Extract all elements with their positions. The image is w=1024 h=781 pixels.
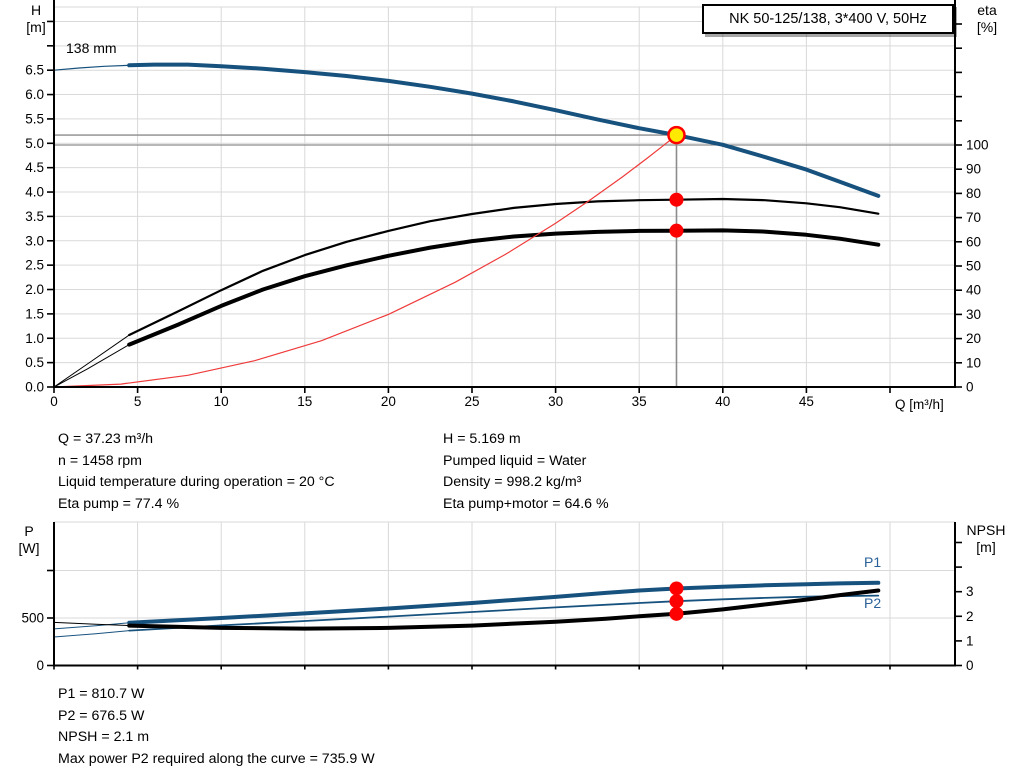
y-left-tick-label: 0.5 xyxy=(25,355,44,370)
x-tick-label: 20 xyxy=(381,394,396,409)
y-right-tick-label: 10 xyxy=(966,355,981,370)
y-right-tick-label: 90 xyxy=(966,162,981,177)
info-temp: Liquid temperature during operation = 20… xyxy=(58,474,335,491)
info-p1: P1 = 810.7 W xyxy=(58,686,145,702)
x-tick-label: 35 xyxy=(632,394,647,409)
p2-duty-dot xyxy=(669,594,684,609)
y-left-tick-label: 5.0 xyxy=(25,136,44,151)
x-tick-label: 5 xyxy=(134,394,142,409)
y-left-tick-label: 6.0 xyxy=(25,87,44,102)
y-right-tick-label: 0 xyxy=(966,658,974,673)
pump-performance-markers xyxy=(667,125,686,238)
npsh-axis-title: NPSH [m] xyxy=(966,522,1006,555)
power-info-block: P1 = 810.7 W P2 = 676.5 W NPSH = 2.1 m M… xyxy=(58,686,375,773)
y-right-tick-label: 30 xyxy=(966,307,981,322)
y-left-tick-label: 2.5 xyxy=(25,258,44,273)
curve-title-box: NK 50-125/138, 3*400 V, 50Hz xyxy=(702,4,954,34)
info-n: n = 1458 rpm xyxy=(58,452,142,469)
y-right-tick-label: 20 xyxy=(966,331,981,346)
eta-pump-motor-dot xyxy=(669,223,684,238)
power-npsh-axes: 0 500 0 1 2 3 xyxy=(21,522,974,673)
y-left-tick-label: 6.5 xyxy=(25,63,44,78)
p2-series-label: P2 xyxy=(864,595,882,611)
pump-performance-axes: 0.0 0.5 1.0 1.5 2.0 2.5 3.0 3.5 4.0 4.5 5.0 5.5 6.0 6… xyxy=(25,0,989,409)
y-left-tick-label: 3.0 xyxy=(25,233,44,248)
y-left-tick-label: 4.5 xyxy=(25,160,44,175)
pump-performance-guides xyxy=(54,134,956,387)
x-tick-label: 30 xyxy=(548,394,563,409)
info-npsh: NPSH = 2.1 m xyxy=(58,729,150,746)
y-left-tick-label: 3.5 xyxy=(25,209,44,224)
y-right-tick-label: 80 xyxy=(966,186,981,201)
info-liquid: Pumped liquid = Water xyxy=(443,452,587,469)
p-axis-title: P [W] xyxy=(18,523,40,556)
system-curve xyxy=(53,134,678,388)
y-right-tick-label: 50 xyxy=(966,259,981,274)
impeller-diameter-label: 138 mm xyxy=(66,40,117,56)
y-left-tick-label: 4.0 xyxy=(25,185,44,200)
y-left-tick-label: 0.0 xyxy=(25,380,44,395)
y-right-tick-label: 60 xyxy=(966,234,981,249)
y-left-tick-label: 0 xyxy=(36,658,44,673)
y-right-tick-label: 70 xyxy=(966,210,981,225)
y-left-tick-label: 1.0 xyxy=(25,331,44,346)
info-q: Q = 37.23 m³/h xyxy=(58,431,154,447)
eta-pump-lead xyxy=(53,334,130,388)
info-h: H = 5.169 m xyxy=(443,431,521,447)
x-tick-label: 45 xyxy=(799,394,814,409)
pump-curve-lead xyxy=(53,64,130,71)
y-right-tick-label: 1 xyxy=(966,633,974,648)
operating-info-left: Q = 37.23 m³/h n = 1458 rpm Liquid tempe… xyxy=(58,431,335,518)
y-right-tick-label: 40 xyxy=(966,283,981,298)
eta-pump-motor-curve xyxy=(127,228,881,347)
y-right-tick-label: 2 xyxy=(966,609,974,624)
p1-duty-dot xyxy=(669,581,684,596)
eta-pump-curve xyxy=(128,197,880,337)
p2-curve-lead xyxy=(53,630,130,638)
performance-chart[interactable]: 0.0 0.5 1.0 1.5 2.0 2.5 3.0 3.5 4.0 4.5 5.0 5.5 6.0 6… xyxy=(0,0,1024,420)
info-density: Density = 998.2 kg/m³ xyxy=(443,474,582,491)
y-left-tick-label: 2.0 xyxy=(25,282,44,297)
power-npsh-markers xyxy=(669,581,684,621)
x-tick-label: 15 xyxy=(297,394,312,409)
x-tick-label: 10 xyxy=(214,394,229,409)
duty-point-marker[interactable] xyxy=(667,125,686,145)
pump-curve xyxy=(127,62,881,198)
p1-series-label: P1 xyxy=(864,554,882,570)
eta-pump-motor-lead xyxy=(53,344,130,388)
info-eta-pump: Eta pump = 77.4 % xyxy=(58,496,180,513)
info-p2: P2 = 676.5 W xyxy=(58,707,145,724)
operating-info-right: H = 5.169 m Pumped liquid = Water Densit… xyxy=(443,431,609,518)
info-max-p2: Max power P2 required along the curve = … xyxy=(58,751,375,768)
h-axis-title: H [m] xyxy=(26,2,46,35)
y-right-tick-label: 3 xyxy=(966,584,974,599)
y-left-tick-label: 1.5 xyxy=(25,306,44,321)
x-tick-label: 25 xyxy=(464,394,479,409)
x-tick-label: 0 xyxy=(50,394,58,409)
y-left-tick-label: 5.5 xyxy=(25,111,44,126)
y-left-tick-label: 500 xyxy=(21,611,44,626)
npsh-curve xyxy=(127,588,881,631)
p1-curve xyxy=(127,580,881,625)
info-eta-total: Eta pump+motor = 64.6 % xyxy=(443,496,609,513)
npsh-duty-dot xyxy=(669,606,684,621)
npsh-curve-lead xyxy=(53,621,130,627)
power-npsh-gridlines xyxy=(54,521,955,666)
y-right-tick-label: 100 xyxy=(966,138,989,153)
x-tick-label: 40 xyxy=(715,394,730,409)
q-axis-title: Q [m³/h] xyxy=(895,397,944,412)
power-npsh-chart[interactable]: 0 500 0 1 2 3 xyxy=(0,515,1024,690)
eta-axis-title: eta [%] xyxy=(976,2,998,35)
eta-pump-dot xyxy=(669,192,684,207)
p1-curve-lead xyxy=(53,622,130,630)
p2-curve xyxy=(128,594,880,632)
y-right-tick-label: 0 xyxy=(966,380,974,395)
pump-performance-gridlines xyxy=(54,6,955,387)
